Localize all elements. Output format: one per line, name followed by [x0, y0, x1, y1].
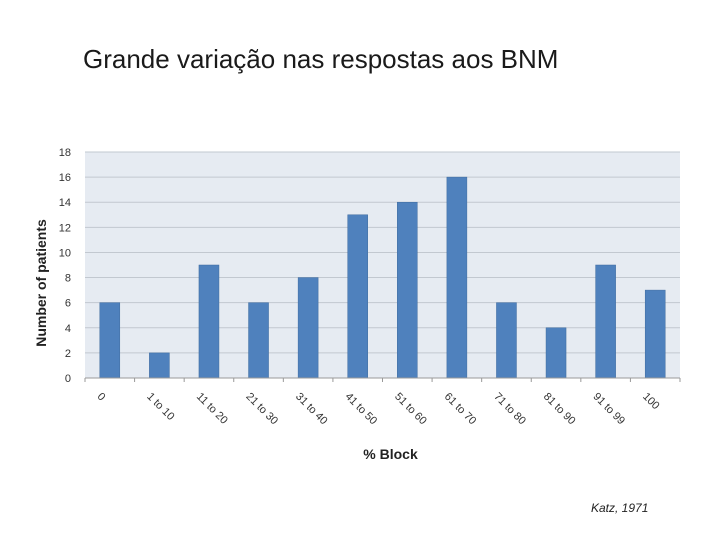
bar [149, 352, 170, 379]
y-tick-label: 4 [65, 323, 71, 335]
x-tick-label: 100 [640, 391, 661, 412]
bar [198, 264, 220, 379]
bar [644, 289, 666, 379]
x-tick-label: 91 to 99 [591, 391, 628, 428]
bar [248, 302, 269, 379]
bars [99, 176, 666, 379]
x-axis-title: % Block [363, 446, 418, 462]
x-tick-label: 51 to 60 [392, 391, 429, 428]
y-tick-label: 14 [59, 197, 71, 209]
x-tick-label: 81 to 90 [541, 391, 578, 428]
y-tick-label: 10 [59, 247, 71, 259]
bar [446, 176, 468, 379]
x-tick-label: 71 to 80 [491, 391, 528, 428]
x-tick-label: 41 to 50 [343, 391, 380, 428]
y-tick-labels: 0 2 4 6 8 10 12 14 16 18 [59, 147, 71, 385]
y-tick-label: 16 [59, 172, 71, 184]
bar [397, 201, 418, 379]
gridlines [85, 151, 680, 354]
slide-title: Grande variação nas respostas aos BNM [83, 44, 559, 74]
y-tick-label: 6 [65, 298, 71, 310]
bar [595, 264, 616, 379]
x-tick-label: 31 to 40 [293, 391, 330, 428]
x-tick-label: 0 [95, 391, 108, 404]
y-tick-label: 2 [65, 348, 71, 360]
y-axis-title: Number of patients [33, 219, 49, 347]
bar [297, 277, 319, 379]
y-tick-label: 8 [65, 273, 71, 285]
x-tick-labels: 0 1 to 10 11 to 20 21 to 30 31 to 40 41 to 50… [84, 378, 681, 428]
bar [496, 302, 517, 379]
y-tick-label: 0 [65, 373, 71, 385]
y-tick-label: 12 [59, 222, 71, 234]
bar [347, 214, 368, 379]
citation: Katz, 1971 [591, 501, 649, 515]
plot-area [85, 152, 680, 378]
x-tick-label: 1 to 10 [144, 391, 176, 423]
x-tick-label: 11 to 20 [194, 391, 230, 427]
x-tick-label: 21 to 30 [243, 391, 280, 428]
x-tick-label: 61 to 70 [442, 391, 479, 428]
y-tick-label: 18 [59, 147, 71, 159]
bar [545, 327, 567, 379]
bar [99, 302, 121, 379]
